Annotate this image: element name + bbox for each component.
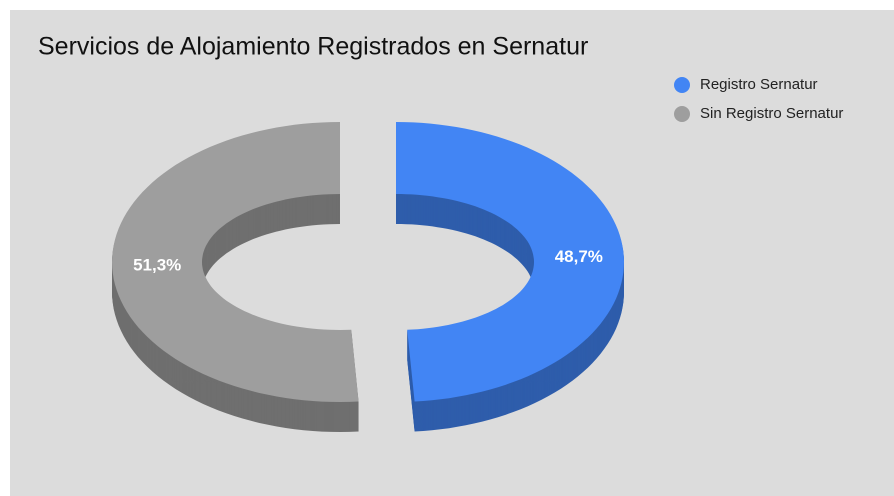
legend-label: Sin Registro Sernatur [700,105,843,122]
slice [396,122,624,402]
data-label: 48,7% [555,247,603,266]
legend-swatch [674,77,690,93]
legend-swatch [674,106,690,122]
data-label: 51,3% [133,256,181,275]
chart-title: Servicios de Alojamiento Registrados en … [38,33,588,61]
slice [112,122,359,402]
legend-label: Registro Sernatur [700,76,818,93]
